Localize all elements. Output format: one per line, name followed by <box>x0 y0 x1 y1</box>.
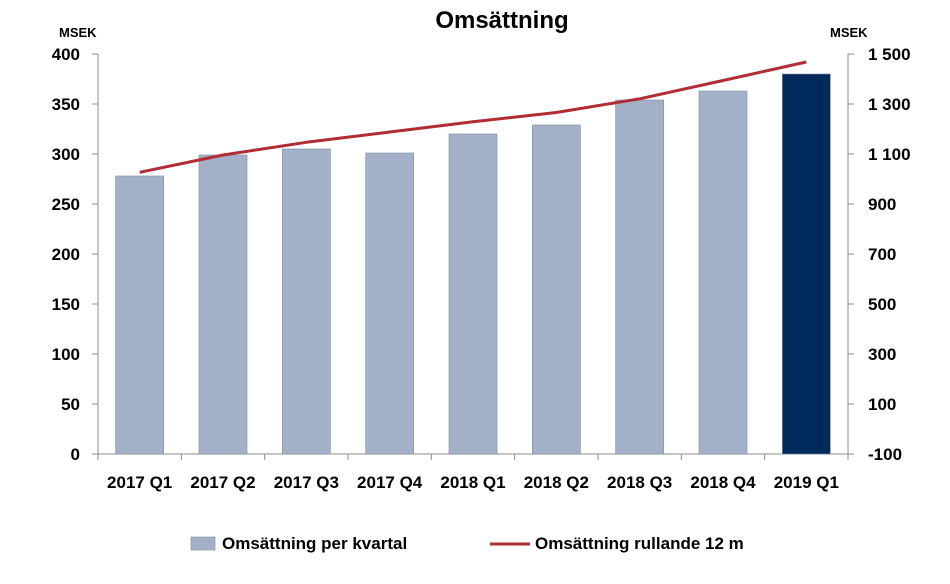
left-tick-label: 150 <box>52 295 80 314</box>
legend-label-line: Omsättning rullande 12 m <box>535 534 744 553</box>
tick-labels: 0 50 100 150 200 250 300 350 400 -100 100 300 500 700… <box>52 45 911 492</box>
bar <box>532 124 581 455</box>
right-tick-label: 1 300 <box>868 95 911 114</box>
bar <box>782 73 831 455</box>
line-series <box>139 60 807 174</box>
chart-title: Omsättning <box>435 7 568 34</box>
left-tick-label: 400 <box>52 45 80 64</box>
bars <box>115 73 831 455</box>
category-label: 2019 Q1 <box>774 473 839 492</box>
category-label: 2018 Q3 <box>607 473 672 492</box>
left-tick-label: 0 <box>71 445 80 464</box>
right-tick-label: -100 <box>868 445 902 464</box>
category-label: 2017 Q4 <box>357 473 423 492</box>
bar <box>365 152 414 455</box>
left-tick-label: 350 <box>52 95 80 114</box>
bar <box>198 154 248 455</box>
bar <box>698 90 748 455</box>
bar <box>282 148 331 455</box>
right-tick-label: 1 100 <box>868 145 911 164</box>
left-tick-label: 300 <box>52 145 80 164</box>
bar <box>115 175 164 455</box>
left-tick-label: 250 <box>52 195 80 214</box>
category-label: 2017 Q3 <box>274 473 339 492</box>
right-tick-label: 1 500 <box>868 45 911 64</box>
right-tick-label: 900 <box>868 195 896 214</box>
category-label: 2018 Q1 <box>440 473 505 492</box>
category-label: 2017 Q1 <box>107 473 172 492</box>
right-tick-label: 300 <box>868 345 896 364</box>
left-axis-unit: MSEK <box>59 25 97 40</box>
right-axis-unit: MSEK <box>830 25 868 40</box>
right-tick-label: 100 <box>868 395 896 414</box>
right-tick-label: 700 <box>868 245 896 264</box>
rolling-line <box>139 60 807 174</box>
legend: Omsättning per kvartal Omsättning rulland… <box>190 534 744 553</box>
legend-swatch-bar <box>190 536 216 551</box>
right-tick-label: 500 <box>868 295 896 314</box>
category-label: 2017 Q2 <box>190 473 255 492</box>
category-label: 2018 Q2 <box>524 473 589 492</box>
category-label: 2018 Q4 <box>690 473 756 492</box>
left-tick-label: 200 <box>52 245 80 264</box>
bar <box>615 99 664 455</box>
bar <box>448 133 498 455</box>
left-tick-label: 50 <box>61 395 80 414</box>
left-tick-label: 100 <box>52 345 80 364</box>
legend-label-bar: Omsättning per kvartal <box>222 534 407 553</box>
